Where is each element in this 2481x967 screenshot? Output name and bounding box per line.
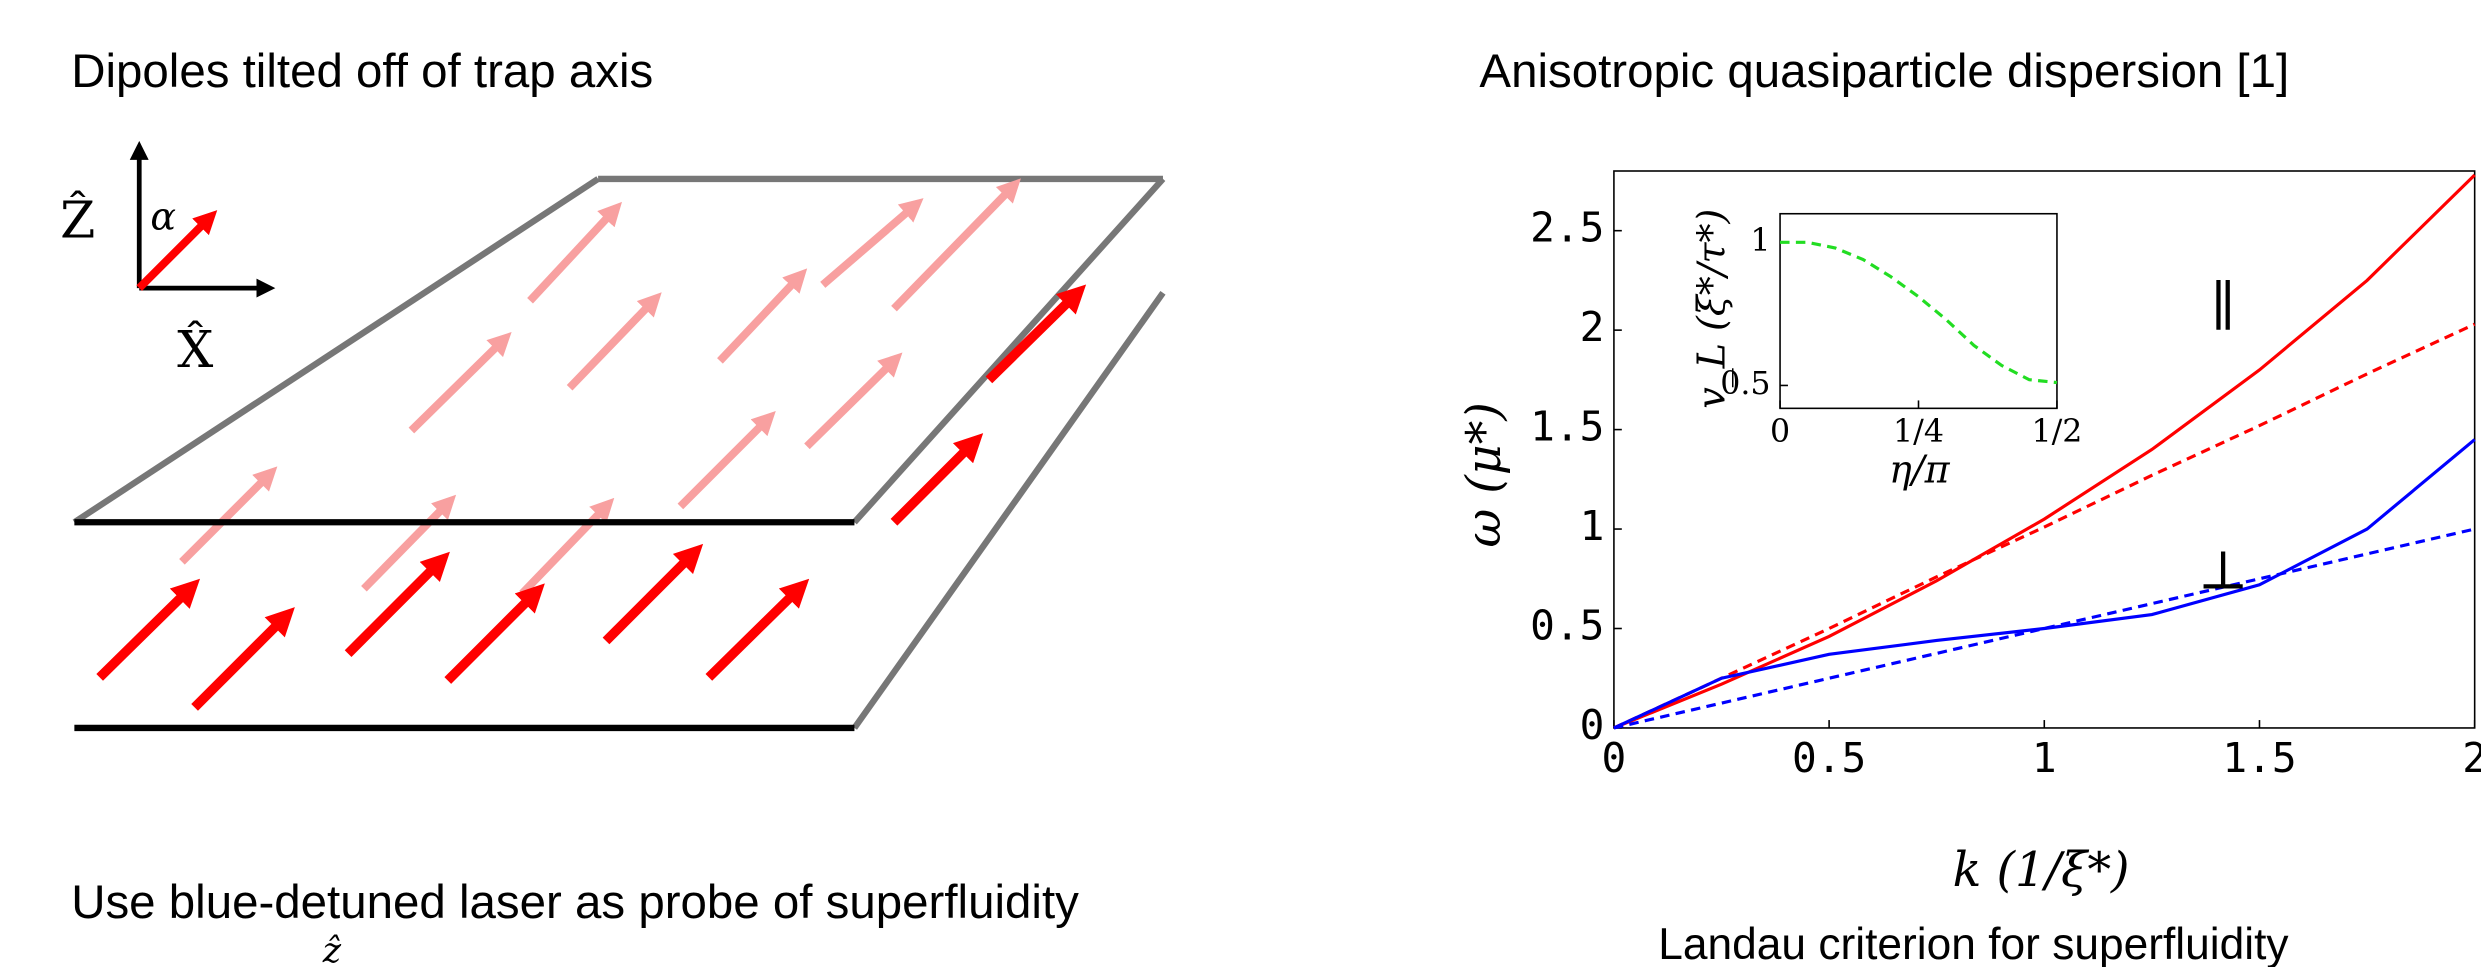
x-axis-label: X̂: [177, 320, 213, 379]
y-tick-label: 2.5: [1530, 204, 1604, 252]
x-tick-label: 1/2: [2031, 414, 2082, 450]
plane-edge: [851, 291, 1166, 730]
y-tick-label: 0: [1580, 701, 1605, 749]
x-tick-label: 2: [2462, 734, 2481, 782]
bottom-axis-label: ẑ: [322, 931, 342, 967]
y-tick-label: 2: [1580, 303, 1605, 351]
left-heading: Dipoles tilted off of trap axis: [71, 45, 653, 98]
y-tick-label: 0.5: [1720, 366, 1770, 402]
bottom-heading: Use blue-detuned laser as probe of super…: [71, 876, 1079, 929]
z-axis-label: Ẑ: [60, 190, 95, 249]
x-tick-label: 0: [1770, 414, 1790, 450]
dipole-arrows: [96, 284, 1087, 711]
series-line: [1613, 322, 2476, 730]
x-tick-label: 0: [1602, 734, 1627, 782]
y-tick-label: 1.5: [1530, 403, 1604, 451]
y-tick-label: 1: [1580, 502, 1605, 550]
inset-background: [1780, 213, 2057, 409]
plane-edge: [852, 176, 1166, 525]
caption: Landau criterion for superfluidity: [1658, 920, 2289, 967]
x-tick-label: 1.5: [2222, 734, 2296, 782]
x-axis-label: η/π: [1889, 448, 1951, 492]
y-axis-label: ω (μ*): [1457, 402, 1512, 547]
x-tick-label: 1: [2032, 734, 2057, 782]
angle-label: α: [150, 195, 176, 239]
y-tick-label: 0.5: [1530, 602, 1604, 650]
x-tick-label: 1/4: [1893, 414, 1944, 450]
y-axis-label: v_L (ξ*/τ*): [1690, 209, 1735, 409]
annotation: ⊥: [2198, 539, 2249, 602]
y-tick-label: 1: [1750, 223, 1770, 259]
series-line: [1613, 173, 2476, 730]
series-line: [1613, 527, 2476, 730]
series-line: [1613, 438, 2476, 730]
right-heading: Anisotropic quasiparticle dispersion [1]: [1479, 45, 2289, 98]
tilt-arrow: [136, 210, 218, 291]
x-tick-label: 0.5: [1792, 734, 1866, 782]
dipole-diagram: Ẑ X̂ α ẑ: [60, 140, 1166, 967]
annotation: ∥: [2211, 274, 2236, 337]
x-axis-label: k (1/ξ*): [1953, 843, 2130, 898]
series-line: [1780, 240, 2058, 385]
plane-edge: [72, 176, 600, 525]
